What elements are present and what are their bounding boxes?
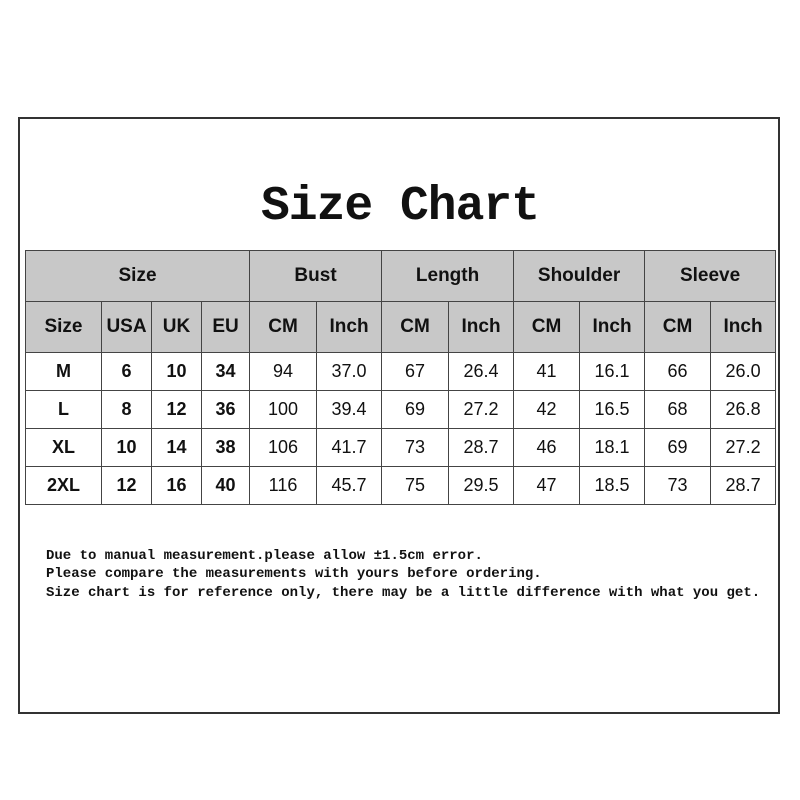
- table-cell: 42: [513, 390, 581, 429]
- note-line: Size chart is for reference only, there …: [46, 584, 761, 601]
- table-cell: 27.2: [448, 390, 515, 429]
- table-cell: 100: [249, 390, 318, 429]
- table-cell: 12: [151, 390, 202, 429]
- table-row: 2XL 12 16 40 116 45.7 75 29.5 47 18.5 73 28.7: [25, 466, 777, 505]
- table-cell: 26.0: [710, 352, 777, 391]
- sub-header-cell: Inch: [579, 301, 646, 353]
- table-cell: 6: [101, 352, 152, 391]
- table-row: L 8 12 36 100 39.4 69 27.2 42 16.5 68 26.8: [25, 390, 777, 429]
- table-cell: 73: [644, 466, 712, 505]
- table-cell: 10: [101, 428, 152, 467]
- group-header-row: Size Bust Length Shoulder Sleeve: [24, 250, 777, 302]
- table-cell: 67: [381, 352, 450, 391]
- sub-header-cell: Inch: [316, 301, 383, 353]
- table-cell: 46: [513, 428, 581, 467]
- table-cell: 68: [644, 390, 712, 429]
- sub-header-cell: CM: [249, 301, 318, 353]
- table-cell: 14: [151, 428, 202, 467]
- sub-header-cell: Size: [25, 301, 102, 353]
- table-cell: 45.7: [316, 466, 383, 505]
- table-cell: 73: [381, 428, 450, 467]
- notes: Due to manual measurement.please allow ±…: [46, 528, 760, 621]
- size-table: Size Bust Length Shoulder Sleeve Size USA…: [24, 250, 777, 505]
- chart-frame: [18, 117, 780, 714]
- sub-header-cell: USA: [101, 301, 152, 353]
- table-cell: 94: [249, 352, 318, 391]
- table-cell: 41.7: [316, 428, 383, 467]
- table-cell: 75: [381, 466, 450, 505]
- sub-header-cell: Inch: [710, 301, 777, 353]
- note-line: Please compare the measurements with you…: [46, 566, 542, 582]
- table-cell: 12: [101, 466, 152, 505]
- table-cell: 18.5: [579, 466, 646, 505]
- page-title: Size Chart: [260, 180, 540, 234]
- table-cell: 69: [644, 428, 712, 467]
- group-header-length: Length: [381, 250, 515, 302]
- table-cell: 16: [151, 466, 202, 505]
- table-cell: M: [25, 352, 102, 391]
- table-cell: 26.4: [448, 352, 515, 391]
- table-cell: 2XL: [25, 466, 102, 505]
- table-cell: 29.5: [448, 466, 515, 505]
- sub-header-cell: CM: [513, 301, 581, 353]
- table-cell: 26.8: [710, 390, 777, 429]
- table-cell: 28.7: [710, 466, 777, 505]
- sub-header-cell: Inch: [448, 301, 515, 353]
- table-cell: 38: [200, 428, 251, 467]
- sub-header-cell: CM: [381, 301, 450, 353]
- table-cell: 41: [513, 352, 581, 391]
- sub-header-cell: CM: [644, 301, 712, 353]
- table-cell: 27.2: [710, 428, 777, 467]
- table-cell: 66: [644, 352, 712, 391]
- table-cell: 8: [101, 390, 152, 429]
- table-cell: 10: [151, 352, 202, 391]
- table-cell: 39.4: [316, 390, 383, 429]
- table-row: M 6 10 34 94 37.0 67 26.4 41 16.1 66 26.0: [25, 352, 777, 391]
- table-cell: 40: [200, 466, 251, 505]
- table-cell: 37.0: [316, 352, 383, 391]
- group-header-size: Size: [24, 250, 251, 302]
- group-header-sleeve: Sleeve: [644, 250, 777, 302]
- table-row: XL 10 14 38 106 41.7 73 28.7 46 18.1 69 27.2: [25, 428, 777, 467]
- table-cell: 16.5: [579, 390, 646, 429]
- sub-header-cell: EU: [200, 301, 251, 353]
- table-cell: 47: [513, 466, 581, 505]
- table-cell: XL: [25, 428, 102, 467]
- group-header-bust: Bust: [249, 250, 383, 302]
- group-header-shoulder: Shoulder: [513, 250, 646, 302]
- table-cell: 18.1: [579, 428, 646, 467]
- table-cell: 28.7: [448, 428, 515, 467]
- table-cell: 116: [249, 466, 318, 505]
- table-cell: 69: [381, 390, 450, 429]
- table-cell: 34: [200, 352, 251, 391]
- table-cell: L: [25, 390, 102, 429]
- note-line: Due to manual measurement.please allow ±…: [46, 547, 483, 564]
- sub-header-row: Size USA UK EU CM Inch CM Inch CM Inch CM Inch: [25, 301, 777, 353]
- table-cell: 16.1: [579, 352, 646, 391]
- table-cell: 36: [200, 390, 251, 429]
- sub-header-cell: UK: [151, 301, 202, 353]
- table-cell: 106: [249, 428, 318, 467]
